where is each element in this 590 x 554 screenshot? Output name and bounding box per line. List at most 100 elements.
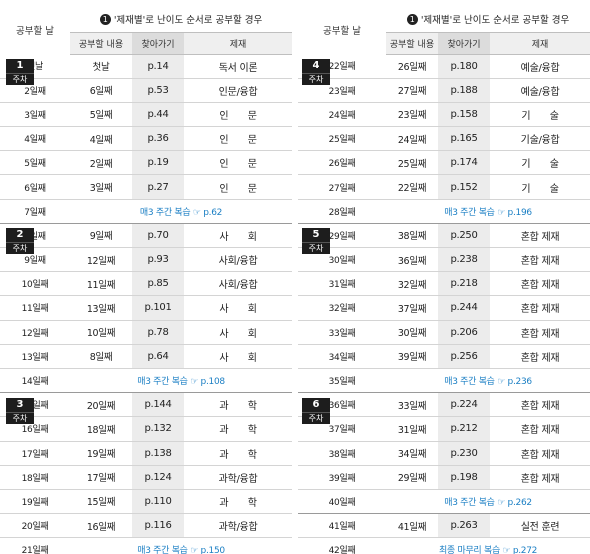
day-cell: 12일째 (0, 320, 70, 345)
schedule-row: 4일째 4일째 p.36 인 문 (0, 126, 293, 152)
subject-cell: 기 술 (490, 102, 590, 128)
final-review-cell: 최종 마무리 복습 ☞ p.272 (386, 537, 590, 554)
content-cell: 37일째 (386, 295, 438, 321)
review-cell: 매3 주간 복습 ☞ p.196 (386, 199, 590, 224)
review-cell: 매3 주간 복습 ☞ p.236 (386, 368, 590, 394)
page-cell: p.44 (132, 102, 184, 128)
schedule-table-right: 공부할 날 1 '제재별'로 난이도 순서로 공부할 경우 공부할 내용 찾아가기… (298, 6, 590, 554)
content-cell: 10일째 (70, 320, 132, 345)
subject-cell: 과 학 (184, 489, 293, 515)
day-cell: 26일째 (298, 150, 386, 176)
content-cell: 2일째 (70, 150, 132, 176)
day-cell: 27일째 (298, 174, 386, 200)
page-cell: p.206 (438, 320, 490, 345)
subject-cell: 사 회 (184, 344, 293, 369)
schedule-row: 39일째 29일째 p.198 혼합 제재 (298, 465, 590, 490)
page-cell: p.263 (438, 513, 490, 539)
content-cell: 16일째 (70, 513, 132, 539)
content-cell: 12일째 (70, 247, 132, 273)
schedule-row: 11일째 13일째 p.101 사 회 (0, 295, 293, 321)
schedule-row: 31일째 32일째 p.218 혼합 제재 (298, 271, 590, 297)
day-cell: 34일째 (298, 344, 386, 369)
page-cell: p.256 (438, 344, 490, 369)
schedule-row: 3일째 5일째 p.44 인 문 (0, 102, 293, 128)
review-row: 28일째 매3 주간 복습 ☞ p.196 (298, 199, 590, 224)
review-cell: 매3 주간 복습 ☞ p.150 (70, 537, 293, 554)
week-word: 주차 (302, 411, 330, 424)
review-row: 7일째 매3 주간 복습 ☞ p.62 (0, 199, 293, 224)
content-cell: 32일째 (386, 271, 438, 297)
final-review-row: 42일째 최종 마무리 복습 ☞ p.272 (298, 537, 590, 554)
content-cell: 33일째 (386, 392, 438, 418)
content-header: 공부할 내용 (70, 32, 132, 55)
content-cell: 20일째 (70, 392, 132, 418)
content-cell: 22일째 (386, 174, 438, 200)
schedule-row: 13일째 8일째 p.64 사 회 (0, 344, 293, 369)
subject-cell: 기 술 (490, 174, 590, 200)
content-cell: 36일째 (386, 247, 438, 273)
subject-cell: 사 회 (184, 320, 293, 345)
page-cell: p.165 (438, 126, 490, 152)
content-cell: 18일째 (70, 416, 132, 442)
subject-cell: 사 회 (184, 295, 293, 321)
subject-cell: 인 문 (184, 150, 293, 176)
page-cell: p.212 (438, 416, 490, 442)
page-cell: p.124 (132, 465, 184, 490)
schedule-row: 18일째 17일째 p.124 과학/융합 (0, 465, 293, 490)
content-header: 공부할 내용 (386, 32, 438, 55)
day-header: 공부할 날 (16, 26, 54, 37)
day-cell: 35일째 (298, 368, 386, 394)
group-header-label: '제재별'로 난이도 순서로 공부할 경우 (113, 14, 263, 26)
day-header: 공부할 날 (323, 26, 361, 37)
day-cell: 7일째 (0, 199, 70, 224)
schedule-row: 34일째 39일째 p.256 혼합 제재 (298, 344, 590, 369)
page-cell: p.101 (132, 295, 184, 321)
subject-cell: 사회/융합 (184, 247, 293, 273)
schedule-row: 8일째 9일째 p.70 사 회 (0, 223, 293, 249)
page-cell: p.250 (438, 223, 490, 249)
content-cell: 38일째 (386, 223, 438, 249)
week-number: 3 (6, 397, 34, 412)
content-cell: 39일째 (386, 344, 438, 369)
week-word: 주차 (6, 73, 34, 85)
day-cell: 21일째 (0, 537, 70, 554)
page-cell: p.116 (132, 513, 184, 539)
schedule-row: 37일째 31일째 p.212 혼합 제재 (298, 416, 590, 442)
page-cell: p.36 (132, 126, 184, 152)
page-cell: p.93 (132, 247, 184, 273)
subject-cell: 혼합 제재 (490, 320, 590, 345)
subject-cell: 혼합 제재 (490, 344, 590, 369)
schedule-row: 19일째 15일째 p.110 과 학 (0, 489, 293, 515)
content-cell: 3일째 (70, 174, 132, 200)
page-cell: p.14 (132, 54, 184, 79)
subject-cell: 혼합 제재 (490, 295, 590, 321)
schedule-row: 16일째 18일째 p.132 과 학 (0, 416, 293, 442)
week-label: 5 주차 (302, 228, 330, 255)
subject-cell: 기 술 (490, 150, 590, 176)
content-cell: 26일째 (386, 54, 438, 79)
subject-cell: 혼합 제재 (490, 223, 590, 249)
schedule-row: 15일째 20일째 p.144 과 학 (0, 392, 293, 418)
page-cell: p.244 (438, 295, 490, 321)
page-cell: p.152 (438, 174, 490, 200)
subject-cell: 혼합 제재 (490, 247, 590, 273)
content-cell: 29일째 (386, 465, 438, 490)
schedule-row: 20일째 16일째 p.116 과학/융합 (0, 513, 293, 539)
content-cell: 8일째 (70, 344, 132, 369)
week-number: 6 (302, 397, 330, 412)
page-cell: p.180 (438, 54, 490, 79)
day-cell: 10일째 (0, 271, 70, 297)
content-cell: 41일째 (386, 513, 438, 539)
week-word: 주차 (302, 73, 330, 85)
subject-cell: 사회/융합 (184, 271, 293, 297)
schedule-row: 24일째 23일째 p.158 기 술 (298, 102, 590, 128)
subject-cell: 과 학 (184, 441, 293, 466)
subject-cell: 인 문 (184, 174, 293, 200)
day-cell: 39일째 (298, 465, 386, 490)
page-cell: p.110 (132, 489, 184, 515)
week-number: 4 (302, 59, 330, 73)
day-cell: 5일째 (0, 150, 70, 176)
schedule-row: 27일째 22일째 p.152 기 술 (298, 174, 590, 200)
day-cell: 40일째 (298, 489, 386, 515)
schedule-row: 9일째 12일째 p.93 사회/융합 (0, 247, 293, 273)
